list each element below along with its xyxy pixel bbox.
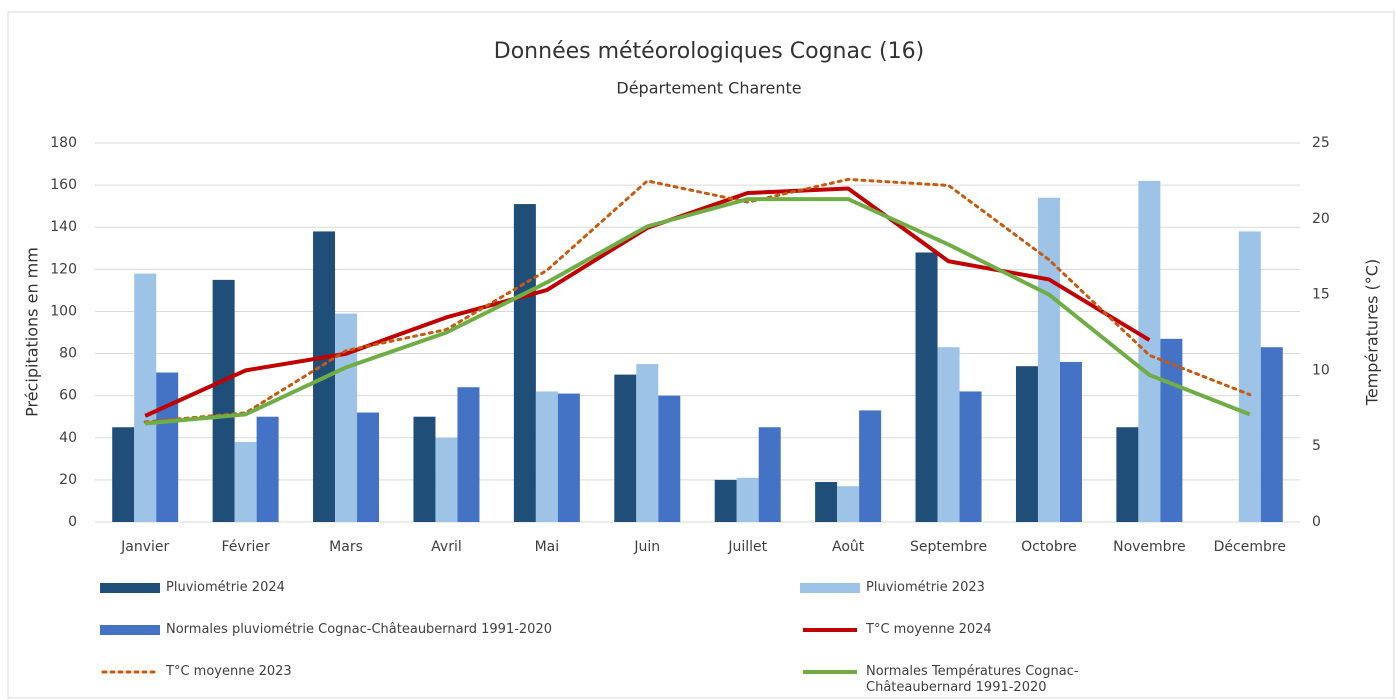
bar [915, 252, 938, 522]
bar [1015, 366, 1038, 522]
bar [714, 479, 737, 522]
bar [234, 441, 257, 522]
bar [1138, 180, 1161, 522]
x-tick-label: Août [832, 539, 865, 555]
bar [212, 279, 235, 522]
bar [413, 416, 436, 522]
line-series [145, 197, 1251, 426]
x-tick-label: Novembre [1113, 539, 1186, 555]
y-tick-label: 40 [59, 430, 77, 446]
bar [815, 481, 838, 522]
legend-label: T°C moyenne 2023 [166, 664, 292, 679]
line-series [143, 177, 1252, 424]
y-tick-label: 100 [50, 303, 77, 319]
y2-tick-label: 10 [1312, 362, 1330, 378]
legend-label: Normales pluviométrie Cognac-Châteaubern… [166, 622, 552, 637]
bar [134, 273, 157, 522]
legend-label: Pluviométrie 2023 [866, 580, 985, 595]
y-tick-label: 80 [59, 346, 77, 362]
chart-subtitle: Département Charente [616, 79, 801, 98]
y-tick-label: 140 [50, 219, 77, 235]
legend-swatch [803, 670, 857, 674]
bar [1260, 347, 1283, 522]
bar [112, 427, 135, 522]
legend-swatch [101, 670, 159, 674]
bar [758, 427, 781, 522]
y2-tick-label: 25 [1312, 135, 1330, 151]
legend-label: Pluviométrie 2024 [166, 580, 285, 595]
bar [658, 395, 681, 522]
x-tick-label: Mai [535, 539, 560, 555]
chart-title: Données météorologiques Cognac (16) [494, 39, 924, 64]
x-tick-label: Juin [633, 539, 660, 555]
x-tick-label: Avril [431, 539, 462, 555]
legend-swatch-bar [800, 583, 860, 593]
bar [959, 391, 982, 522]
y-tick-label: 180 [50, 135, 77, 151]
bar [1059, 361, 1082, 522]
x-tick-label: Mars [329, 539, 363, 555]
bar [535, 391, 558, 522]
bar [457, 387, 480, 522]
legend-swatch-bar [100, 625, 160, 635]
bar [1037, 197, 1060, 522]
bar [837, 486, 860, 522]
y-tick-label: 20 [59, 472, 77, 488]
bar [156, 372, 179, 522]
bar [256, 416, 279, 522]
bar [335, 313, 358, 522]
bar [435, 437, 458, 522]
legend-label: T°C moyenne 2024 [866, 622, 992, 637]
y2-tick-label: 20 [1312, 211, 1330, 227]
x-tick-label: Janvier [120, 539, 169, 555]
legend-label: Normales Températures Cognac-Châteaubern… [866, 664, 1079, 695]
y2-tick-label: 5 [1312, 438, 1321, 454]
legend-item: T°C moyenne 2024 [800, 622, 1106, 638]
bar [557, 393, 580, 522]
y-tick-label: 0 [68, 514, 77, 530]
bar [636, 364, 659, 522]
legend-item: Pluviométrie 2024 [100, 580, 406, 596]
y2-tick-label: 15 [1312, 287, 1330, 303]
bar [357, 412, 380, 522]
bar [614, 374, 637, 522]
legend-item: Normales pluviométrie Cognac-Châteaubern… [100, 622, 626, 638]
bar [513, 204, 536, 523]
bar [1238, 231, 1261, 522]
bar [1116, 427, 1139, 522]
y2-tick-label: 0 [1312, 514, 1321, 530]
y2-axis-title: Températures (°C) [1363, 259, 1382, 406]
y-tick-label: 160 [50, 177, 77, 193]
legend-item: Pluviométrie 2023 [800, 580, 1106, 596]
x-tick-label: Juillet [727, 539, 767, 555]
x-tick-label: Octobre [1021, 539, 1077, 555]
legend-item: T°C moyenne 2023 [100, 664, 406, 680]
y-tick-label: 120 [50, 261, 77, 277]
legend-swatch-bar [100, 583, 160, 593]
x-tick-label: Février [222, 539, 270, 555]
legend-swatch [800, 583, 860, 593]
x-tick-label: Décembre [1214, 539, 1286, 555]
legend-swatch [100, 625, 160, 635]
y-tick-label: 60 [59, 388, 77, 404]
bar [1160, 338, 1183, 522]
bar [859, 410, 882, 522]
legend-swatch [803, 628, 857, 632]
x-tick-label: Septembre [910, 539, 987, 555]
y-axis-title: Précipitations en mm [23, 247, 42, 417]
bar [736, 477, 759, 522]
legend-swatch [100, 583, 160, 593]
bar [937, 347, 960, 522]
legend-item: Normales Températures Cognac-Châteaubern… [800, 664, 1106, 696]
